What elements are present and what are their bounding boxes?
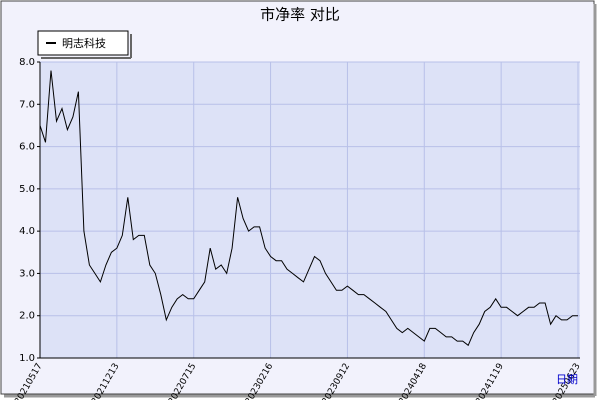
chart-title: 市净率 对比 (260, 6, 340, 24)
plot-area (40, 62, 580, 358)
y-tick-label: 3.0 (19, 268, 35, 279)
y-tick-label: 5.0 (19, 184, 35, 195)
y-tick-label: 8.0 (19, 57, 35, 68)
series-line (39, 70, 578, 347)
y-tick-label: 6.0 (19, 142, 35, 153)
legend-label: 明志科技 (62, 36, 106, 50)
y-tick-label: 7.0 (19, 99, 35, 110)
y-tick-label: 2.0 (19, 311, 35, 322)
y-tick-label: 4.0 (19, 226, 35, 237)
x-axis-label: 日期 (556, 373, 578, 386)
plot (39, 70, 578, 347)
y-tick-label: 1.0 (19, 353, 35, 364)
